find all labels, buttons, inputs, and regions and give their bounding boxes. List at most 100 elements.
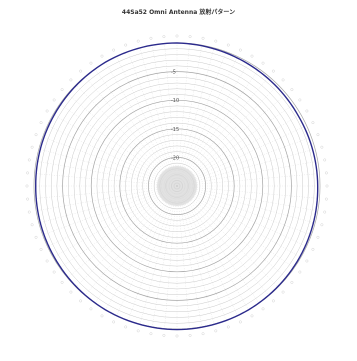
grid-circle: [45, 54, 309, 318]
grid-circle: [148, 157, 206, 215]
angle-marker: [79, 299, 82, 303]
angle-marker: [124, 43, 128, 47]
chart-title: 44Sa52 Omni Antenna 放射パターン: [121, 9, 236, 16]
angle-marker: [188, 35, 192, 38]
grid-spoke: [176, 113, 303, 187]
grid-circle: [39, 48, 315, 324]
angle-marker: [162, 35, 166, 38]
grid-spoke: [51, 185, 178, 259]
angle-marker: [30, 145, 34, 149]
grid-spoke: [58, 102, 178, 187]
angle-marker: [100, 314, 104, 318]
grid-spoke: [74, 185, 178, 289]
angle-marker: [311, 247, 315, 251]
grid-spoke: [176, 185, 320, 212]
grid-spoke: [45, 124, 178, 187]
angle-marker: [52, 98, 56, 102]
angle-marker: [214, 329, 218, 333]
grid-spoke: [164, 185, 178, 331]
grid-spoke: [176, 185, 289, 280]
grid-spoke: [176, 185, 296, 270]
grid-spoke: [176, 67, 261, 187]
grid-spoke: [104, 60, 178, 187]
grid-circle: [85, 94, 269, 278]
grid-spoke: [176, 185, 250, 312]
grid-spoke: [176, 49, 227, 187]
angle-marker: [34, 133, 38, 137]
grid-spoke: [176, 185, 227, 323]
grid-spoke: [176, 185, 314, 236]
grid-spoke: [176, 60, 250, 187]
angle-marker: [323, 210, 327, 214]
angle-marker: [316, 235, 320, 239]
angle-marker: [162, 334, 166, 337]
angle-marker: [45, 109, 49, 113]
grid-spoke: [176, 41, 190, 187]
angle-marker: [124, 325, 128, 329]
grid-spoke: [93, 185, 178, 305]
angle-marker: [250, 314, 254, 318]
grid-spoke: [164, 41, 178, 187]
angle-marker: [272, 299, 275, 303]
angle-marker: [311, 121, 315, 125]
angle-marker: [320, 145, 324, 149]
grid-spoke: [40, 136, 178, 187]
grid-spoke: [104, 185, 178, 312]
grid-spoke: [176, 185, 190, 331]
grid-spoke: [176, 185, 239, 318]
angle-marker: [100, 54, 104, 58]
grid-spoke: [139, 185, 178, 327]
grid-spoke: [176, 185, 261, 305]
angle-marker: [281, 78, 285, 82]
grid-spoke: [139, 45, 178, 187]
angle-marker: [60, 281, 64, 284]
grid-spoke: [65, 92, 178, 187]
r-tick-label: -5: [171, 70, 176, 76]
grid-circle: [142, 151, 212, 221]
grid-spoke: [176, 74, 271, 187]
angle-marker: [89, 61, 93, 65]
angle-marker: [325, 184, 329, 188]
grid-spoke: [127, 49, 178, 187]
grid-spoke: [32, 185, 178, 199]
angle-marker: [320, 223, 324, 227]
grid-spoke: [127, 185, 178, 323]
angle-marker: [201, 36, 205, 40]
angle-marker: [26, 197, 29, 201]
grid-spoke: [34, 185, 178, 212]
grid-spoke: [176, 185, 271, 298]
angle-marker: [175, 334, 179, 338]
grid-spoke: [151, 185, 178, 329]
grid-spoke: [176, 185, 322, 199]
grid-spoke: [36, 148, 178, 187]
grid-spoke: [83, 74, 178, 187]
grid-spoke: [34, 160, 178, 187]
grid-spoke: [58, 185, 178, 270]
angle-marker: [298, 98, 302, 102]
grid-spoke: [176, 185, 303, 259]
angle-marker: [136, 39, 140, 43]
angle-marker: [325, 197, 328, 201]
grid-spoke: [32, 173, 178, 187]
angle-marker: [30, 223, 34, 227]
angle-marker: [79, 69, 82, 73]
grid-circle: [108, 117, 246, 255]
grid-spoke: [51, 113, 178, 187]
grid-spoke: [176, 92, 289, 187]
angle-marker: [27, 210, 31, 214]
angle-marker: [238, 48, 242, 52]
angle-marker: [69, 78, 73, 82]
grid-spoke: [176, 185, 309, 248]
grid-spoke: [115, 54, 178, 187]
angle-marker: [112, 48, 116, 52]
grid-spoke: [74, 83, 178, 187]
angle-marker: [201, 332, 205, 336]
grid-spoke: [176, 54, 239, 187]
grid-spoke: [176, 45, 215, 187]
grid-spoke: [65, 185, 178, 280]
angle-marker: [305, 109, 309, 113]
grid-circle: [119, 128, 235, 244]
angle-marker: [250, 54, 254, 58]
angle-marker: [323, 158, 327, 162]
angle-marker: [281, 290, 285, 294]
